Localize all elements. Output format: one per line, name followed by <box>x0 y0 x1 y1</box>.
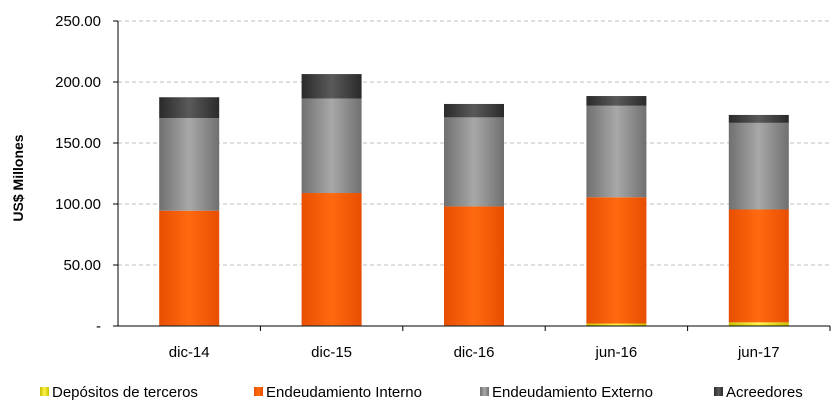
legend-swatch <box>254 387 263 396</box>
bar-segment <box>586 323 647 326</box>
bar-segment <box>159 117 220 211</box>
legend: Depósitos de terceros Endeudamiento Inter… <box>40 384 803 401</box>
bar-segment <box>444 103 504 118</box>
x-tick-label: dic-14 <box>169 344 210 361</box>
legend-swatch <box>40 387 49 396</box>
y-tick-label: 50.00 <box>63 257 101 274</box>
bar-segment <box>728 209 789 323</box>
legend-swatch <box>714 387 723 396</box>
bar-segment <box>728 114 789 123</box>
axes: - 50.00 100.00 150.00 200.00 250.00 dic-14 dic-… <box>55 13 831 361</box>
x-tick-label: dic-15 <box>311 344 352 361</box>
x-tick-label: jun-16 <box>595 344 638 361</box>
bar-segment <box>586 105 647 198</box>
y-tick-label: 100.00 <box>55 196 101 213</box>
legend-label: Endeudamiento Externo <box>492 384 653 401</box>
y-tick-label: 200.00 <box>55 74 101 91</box>
legend-label: Endeudamiento Interno <box>266 384 422 401</box>
bar-segment <box>728 122 789 210</box>
bar-segment <box>159 210 220 326</box>
legend-swatch <box>480 387 489 396</box>
y-axis-label: US$ Millones <box>10 134 26 221</box>
y-tick-label: - <box>96 318 101 335</box>
bar-segment <box>301 74 362 99</box>
bar-segment <box>159 97 220 118</box>
y-tick-label: 150.00 <box>55 135 101 152</box>
legend-label: Acreedores <box>726 384 803 401</box>
bar-segment <box>444 117 504 207</box>
x-tick-label: jun-17 <box>737 344 780 361</box>
bar-segment <box>301 193 362 326</box>
y-tick-label: 250.00 <box>55 13 101 30</box>
bar-segment <box>444 206 504 326</box>
bar-segment <box>728 322 789 326</box>
legend-label: Depósitos de terceros <box>52 384 198 401</box>
bar-segment <box>301 98 362 194</box>
bars <box>159 74 789 326</box>
x-tick-label: dic-16 <box>454 344 495 361</box>
bar-segment <box>586 96 647 106</box>
bar-segment <box>586 197 647 324</box>
